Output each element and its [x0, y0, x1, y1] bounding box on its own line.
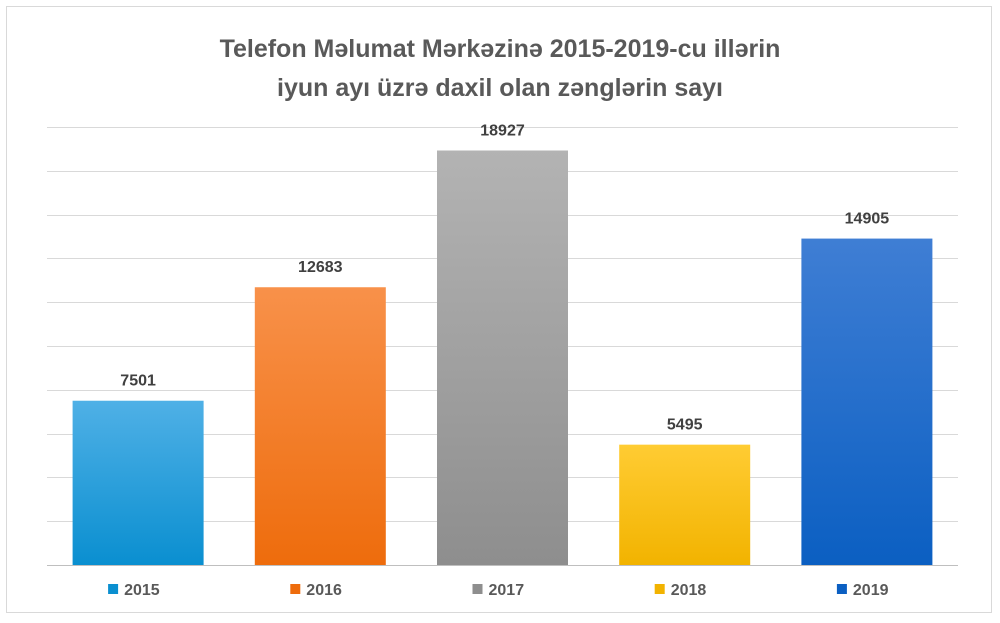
data-label-2018: 5495: [667, 417, 703, 434]
data-label-2016: 12683: [298, 259, 343, 276]
bar-2018: [619, 444, 751, 565]
bar-2017: [437, 150, 568, 565]
legend: 2015 2016 2017 2018 2019: [108, 582, 889, 599]
legend-swatch-2019: [836, 584, 847, 594]
legend-label-2017: 2017: [489, 582, 525, 599]
legend-swatch-2017: [472, 584, 483, 594]
chart-title-line-2: iyun ayı üzrə daxil olan zənglərin sayı: [277, 74, 723, 102]
legend-swatch-2018: [654, 584, 665, 594]
data-labels: 7501 12683 18927 5495 14905: [120, 122, 889, 433]
bar-2019: [801, 238, 933, 565]
data-label-2015: 7501: [120, 373, 156, 390]
legend-swatch-2016: [290, 584, 301, 594]
legend-label-2019: 2019: [853, 582, 889, 599]
legend-swatch-2015: [108, 584, 119, 594]
legend-label-2018: 2018: [671, 582, 707, 599]
bar-2015: [72, 400, 204, 565]
data-label-2019: 14905: [845, 211, 890, 228]
data-label-2017: 18927: [480, 122, 525, 139]
bars: [72, 150, 933, 565]
bar-2016: [254, 287, 386, 565]
chart-title-line-1: Telefon Məlumat Mərkəzinə 2015-2019-cu i…: [219, 35, 781, 63]
legend-label-2016: 2016: [306, 582, 342, 599]
chart-title: Telefon Məlumat Mərkəzinə 2015-2019-cu i…: [0, 30, 1000, 108]
legend-label-2015: 2015: [124, 582, 160, 599]
